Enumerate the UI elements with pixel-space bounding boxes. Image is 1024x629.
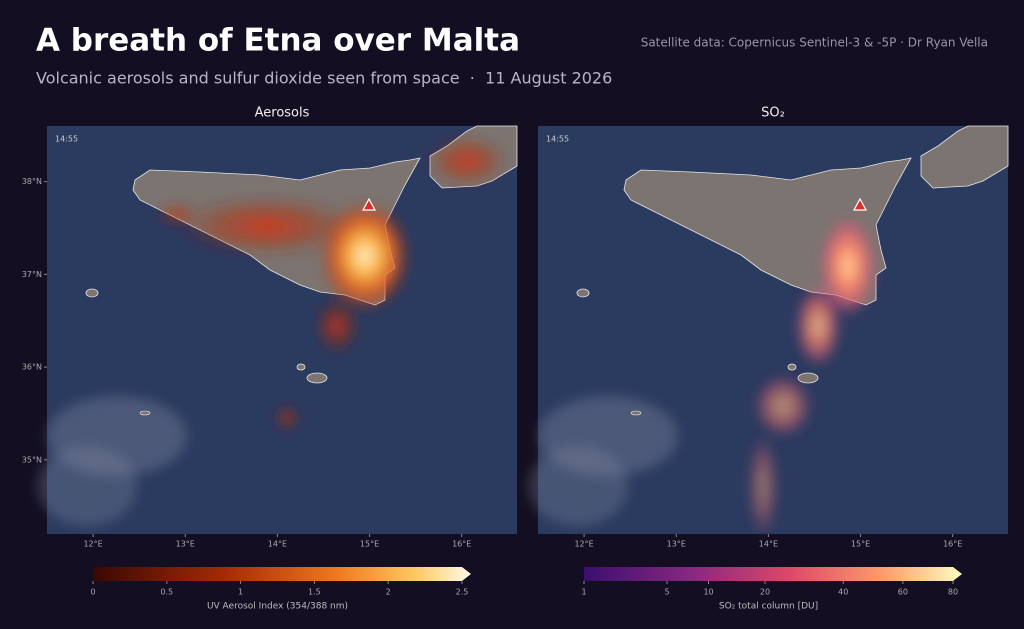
credit: Satellite data: Copernicus Sentinel-3 & … — [641, 36, 988, 50]
lat-tick-label: 36°N — [22, 363, 42, 372]
lon-tick-label: 15°E — [360, 540, 379, 549]
colorbar-tick-label: 1.5 — [308, 588, 321, 597]
lon-tick-label: 12°E — [574, 540, 593, 549]
lon-tick-label: 15°E — [851, 540, 870, 549]
timestamp: 14:55 — [546, 135, 569, 144]
lat-tick-label: 35°N — [22, 455, 42, 464]
map-aerosols — [37, 126, 517, 534]
lat-tick-label: 38°N — [22, 177, 42, 186]
colorbar-label: SO₂ total column [DU] — [719, 602, 818, 612]
colorbar — [584, 567, 962, 581]
timestamp: 14:55 — [55, 135, 78, 144]
title: A breath of Etna over Malta — [36, 23, 520, 59]
lon-tick-label: 14°E — [759, 540, 778, 549]
colorbar-tick-label: 0.5 — [160, 588, 173, 597]
colorbar-tick-label: 20 — [760, 588, 770, 597]
lon-tick-label: 16°E — [452, 540, 471, 549]
lon-tick-label: 14°E — [268, 540, 287, 549]
colorbar-label: UV Aerosol Index (354/388 nm) — [207, 602, 348, 612]
lat-tick-label: 37°N — [22, 270, 42, 279]
panel-title: SO₂ — [761, 106, 785, 121]
colorbar-tick-label: 1 — [238, 588, 243, 597]
colorbar-tick-label: 10 — [703, 588, 713, 597]
colorbar-tick-label: 2.5 — [456, 588, 469, 597]
colorbar-tick-label: 2 — [386, 588, 391, 597]
lon-tick-label: 13°E — [176, 540, 195, 549]
lon-tick-label: 13°E — [667, 540, 686, 549]
subtitle: Volcanic aerosols and sulfur dioxide see… — [36, 69, 612, 88]
colorbar-tick-label: 80 — [948, 588, 958, 597]
lon-tick-label: 12°E — [83, 540, 102, 549]
panel-title: Aerosols — [255, 106, 310, 121]
colorbar-tick-label: 5 — [664, 588, 669, 597]
colorbar — [93, 567, 471, 581]
lon-tick-label: 16°E — [943, 540, 962, 549]
colorbar-tick-label: 60 — [898, 588, 908, 597]
colorbar-tick-label: 1 — [581, 588, 586, 597]
colorbar-tick-label: 0 — [90, 588, 95, 597]
map-so2 — [528, 126, 1008, 536]
colorbar-tick-label: 40 — [838, 588, 848, 597]
